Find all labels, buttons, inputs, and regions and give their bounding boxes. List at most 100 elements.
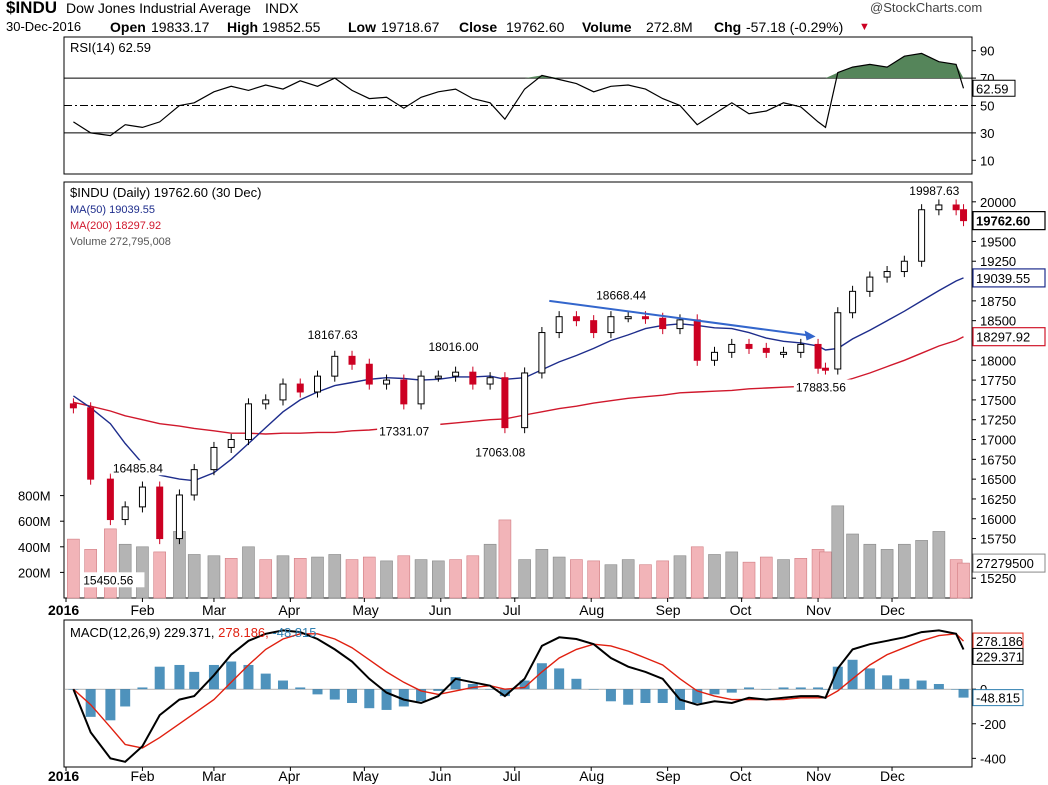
candle-body	[331, 355, 339, 377]
candle-body	[762, 347, 770, 353]
macd-histogram-bar	[864, 668, 875, 690]
volume-bar	[898, 543, 911, 599]
volume-bar	[794, 558, 808, 599]
macd-signal-tag: 278.186	[976, 634, 1023, 649]
macd-histogram-bar	[364, 689, 375, 709]
price-x-label: Jul	[503, 602, 521, 618]
volume-bar	[587, 560, 600, 599]
ma200-price-tag-box	[972, 327, 1046, 347]
rsi-legend: RSI(14) 62.59	[70, 40, 151, 55]
macd-x-label: May	[352, 768, 378, 784]
candle-body	[960, 209, 968, 222]
macd-histogram-bar	[433, 689, 444, 691]
macd-histogram-bar	[154, 666, 165, 690]
price-tick-label: 17750	[980, 373, 1016, 388]
volume-bar	[153, 551, 166, 599]
macd-histogram-bar	[312, 689, 323, 695]
price-annotation: 18167.63	[308, 328, 358, 342]
macd-histogram-bar	[761, 689, 772, 690]
macd-histogram-bar	[329, 689, 340, 700]
histogram-legend-value: -48.815	[272, 625, 316, 640]
volume-tick-label: 200M	[18, 565, 51, 580]
candle-body	[262, 399, 270, 405]
rsi-tick-label: 50	[980, 99, 994, 114]
price-annotation: 17883.56	[796, 381, 846, 395]
candle-body	[314, 375, 322, 393]
price-x-label: Nov	[806, 602, 831, 618]
candle-body	[365, 363, 373, 385]
candle-body	[417, 375, 425, 405]
macd-x-label: Jul	[503, 768, 521, 784]
volume-bar	[328, 554, 342, 599]
candle-body	[728, 343, 736, 353]
macd-histogram-bar	[571, 678, 582, 690]
candle-body	[710, 351, 718, 361]
price-tick-label: 19250	[980, 254, 1016, 269]
macd-histogram-bar	[120, 689, 131, 707]
price-annotation: 19987.63	[909, 184, 959, 198]
macd-histogram-bar	[398, 689, 409, 707]
candle-body	[486, 377, 494, 385]
price-x-label: 2016	[48, 602, 79, 618]
macd-histogram-bar	[899, 678, 910, 690]
price-annotation-bg	[377, 423, 441, 439]
price-annotation-bg	[305, 327, 369, 343]
signal-line	[72, 633, 964, 749]
candle-body	[780, 351, 788, 355]
low-value: 19718.67	[381, 19, 440, 35]
volume-bar	[863, 543, 877, 599]
volume-bar	[656, 560, 670, 599]
high-label: High	[227, 19, 259, 35]
price-tick-label: 15750	[980, 532, 1016, 547]
price-annotation: 18016.00	[428, 340, 478, 354]
volume-bar	[690, 546, 704, 599]
volume-bar	[535, 549, 549, 599]
candle-body	[693, 319, 701, 361]
trend-arrow-head	[804, 330, 816, 341]
rsi-tick-label: 90	[980, 44, 994, 59]
macd-hist-tag: -48.815	[976, 691, 1020, 706]
candle-body	[745, 343, 753, 349]
volume-bar	[742, 561, 756, 599]
price-axis: 2000019750195001925019000187501850018250…	[972, 195, 1016, 586]
x-axis: 2016 2016 Feb Feb Mar Mar Apr Apr May May Jun Jun Ju…	[48, 598, 905, 784]
macd-tick-label: -400	[980, 751, 1006, 766]
macd-histogram-bar	[820, 689, 831, 690]
price-annotation: 18668.44	[596, 288, 646, 302]
price-tick-label: 17500	[980, 393, 1016, 408]
price-tick-label: 17250	[980, 413, 1016, 428]
candle-body	[849, 290, 857, 314]
candle-body	[469, 371, 477, 385]
macd-histogram-bar	[832, 666, 843, 690]
macd-histogram-bar	[499, 689, 510, 697]
candle-body	[641, 316, 649, 320]
macd-histogram-bar	[189, 671, 200, 690]
volume-bar	[498, 519, 512, 599]
rsi-last-value: 62.59	[976, 81, 1009, 96]
macd-histogram-bar	[208, 664, 219, 690]
macd-histogram-bar	[243, 664, 254, 690]
index-name: Dow Jones Industrial Average	[66, 0, 251, 16]
candle-body	[834, 312, 842, 370]
ma200-price-tag: 18297.92	[976, 330, 1030, 345]
price-x-label: Mar	[202, 602, 226, 618]
price-tick-label: 16000	[980, 512, 1016, 527]
candle-body	[555, 316, 563, 334]
price-tick-label: 16500	[980, 472, 1016, 487]
volume-bar	[207, 555, 221, 599]
macd-panel-frame	[63, 619, 973, 768]
macd-histogram-bar	[778, 687, 789, 690]
price-tick-label: 16250	[980, 492, 1016, 507]
candle-body	[434, 375, 442, 379]
volume-bar	[362, 556, 376, 599]
macd-histogram-bar	[485, 689, 496, 690]
exchange-label: INDX	[265, 0, 299, 16]
volume-bar	[104, 528, 117, 599]
candle-body	[106, 478, 114, 521]
trend-arrow-line	[549, 299, 810, 337]
price-x-label: Feb	[130, 602, 154, 618]
volume-bar	[777, 559, 790, 599]
macd-histogram-bar	[347, 689, 358, 704]
price-annotation-bg	[594, 287, 658, 303]
